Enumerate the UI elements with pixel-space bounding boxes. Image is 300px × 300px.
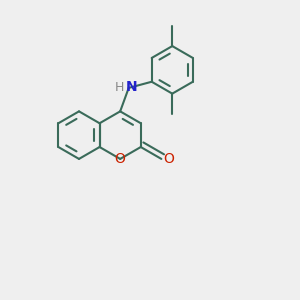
- Text: N: N: [126, 80, 138, 94]
- Text: O: O: [163, 152, 174, 166]
- Text: H: H: [115, 81, 124, 94]
- Text: O: O: [115, 152, 126, 166]
